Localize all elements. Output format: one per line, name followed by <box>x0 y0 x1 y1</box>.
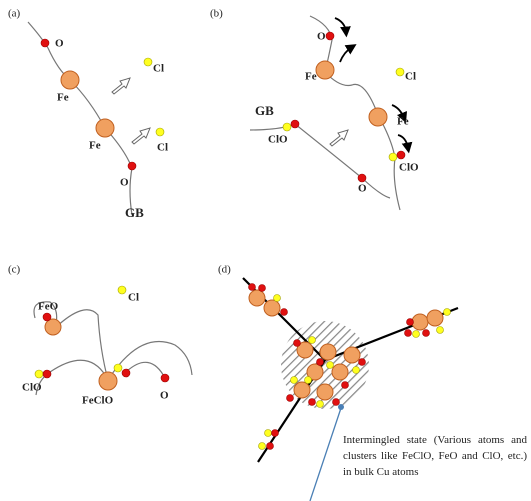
o-atom <box>161 374 169 382</box>
fe-atom <box>99 372 117 390</box>
arrow <box>132 128 150 144</box>
fe-atom <box>316 61 334 79</box>
atom-label: Cl <box>157 142 168 154</box>
atom-label: Fe <box>305 71 317 83</box>
o-atom <box>41 39 49 47</box>
atom-label: ClO <box>399 162 419 174</box>
fe-atom <box>96 119 114 137</box>
grain-boundary <box>28 22 132 215</box>
o-atom <box>43 313 51 321</box>
panel-label: (b) <box>210 8 223 20</box>
o-atom <box>397 151 405 159</box>
o-atom <box>291 120 299 128</box>
fe-atom <box>61 71 79 89</box>
panel-label: (c) <box>8 264 21 276</box>
cl-atom <box>156 128 164 136</box>
cl-atom <box>144 58 152 66</box>
panel-label: (a) <box>8 8 21 20</box>
atom-label: Cl <box>405 71 416 83</box>
atom-label: O <box>317 31 326 43</box>
atom-label: Cl <box>128 292 139 304</box>
o-atom <box>128 162 136 170</box>
gb-label: GB <box>125 205 144 220</box>
gb-label: GB <box>255 103 274 118</box>
atom-label: ClO <box>22 382 42 394</box>
atom-label: Fe <box>397 116 409 128</box>
cl-atom <box>114 364 122 372</box>
rotation-arrow <box>335 18 346 32</box>
atom-label: O <box>120 177 129 189</box>
atom-label: Fe <box>89 140 101 152</box>
grain-boundary <box>108 342 192 380</box>
atom-label: O <box>358 183 367 195</box>
rotation-arrow <box>340 47 352 62</box>
pointer-line <box>310 408 341 501</box>
o-atom <box>43 370 51 378</box>
atom-label: O <box>55 38 64 50</box>
atom-label: Fe <box>57 92 69 104</box>
atom-label: O <box>160 390 169 402</box>
arrow <box>330 130 348 146</box>
arrow <box>112 78 130 94</box>
atom-label: ClO <box>268 134 288 146</box>
cl-atom <box>118 286 126 294</box>
o-atom <box>326 32 334 40</box>
figure: (a) O Cl Fe Fe Cl O GB (b) O Fe Cl GB Cl… <box>0 0 531 501</box>
panel-label: (d) <box>218 264 231 276</box>
atom-label: Cl <box>153 63 164 75</box>
rotation-arrow <box>398 135 408 148</box>
cl-atom <box>389 153 397 161</box>
atom-label: FeClO <box>82 395 114 407</box>
atom-label: FeO <box>38 301 59 313</box>
pointer-dot <box>338 404 344 410</box>
cl-atom <box>35 370 43 378</box>
diagram: (a) O Cl Fe Fe Cl O GB (b) O Fe Cl GB Cl… <box>0 0 531 501</box>
o-atom <box>358 174 366 182</box>
cl-atom <box>283 123 291 131</box>
caption: Intermingled state (Various atoms and cl… <box>343 432 527 480</box>
fe-atom <box>45 319 61 335</box>
cl-atom <box>396 68 404 76</box>
fe-atom <box>369 108 387 126</box>
o-atom <box>122 369 130 377</box>
